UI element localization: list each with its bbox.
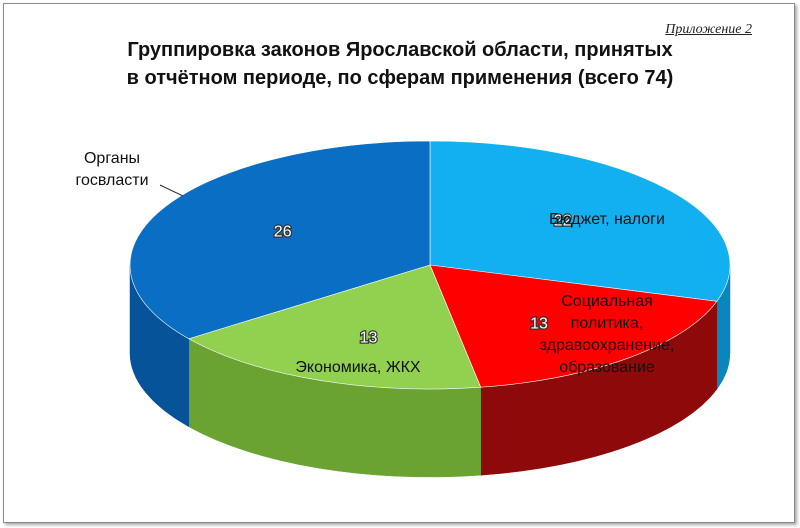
pie-slice-social [429, 264, 718, 388]
value-label-budget: 22 [554, 212, 572, 229]
category-label-economy: Экономика, ЖКХ [295, 359, 420, 376]
pie-slice-economy [188, 264, 482, 390]
pie-tops [129, 140, 731, 390]
leader-line-organs [159, 184, 184, 197]
value-label-economy: 13 [360, 329, 378, 346]
pie-labels: 22 13 13 26 Бюджет, налоги Социальная политика… [75, 150, 674, 376]
value-label-social: 13 [530, 316, 548, 333]
pie-sides [129, 264, 731, 478]
category-label-organs: Органы госвласти [75, 150, 148, 189]
pie-slice-budget [429, 140, 731, 302]
category-label-social: Социальная политика, здравоохранение, образ… [540, 293, 675, 376]
chart-title-line-1: Группировка законов Ярославской области,… [127, 39, 673, 61]
chart-title-line-2: в отчётном периоде, по сферам применения… [126, 67, 674, 89]
chart-title: Группировка законов Ярославской области,… [0, 36, 800, 92]
pie-slice-organs [129, 140, 431, 340]
category-label-budget: Бюджет, налоги [549, 211, 665, 228]
value-label-organs: 26 [274, 223, 292, 240]
appendix-label: Приложение 2 [665, 22, 752, 37]
